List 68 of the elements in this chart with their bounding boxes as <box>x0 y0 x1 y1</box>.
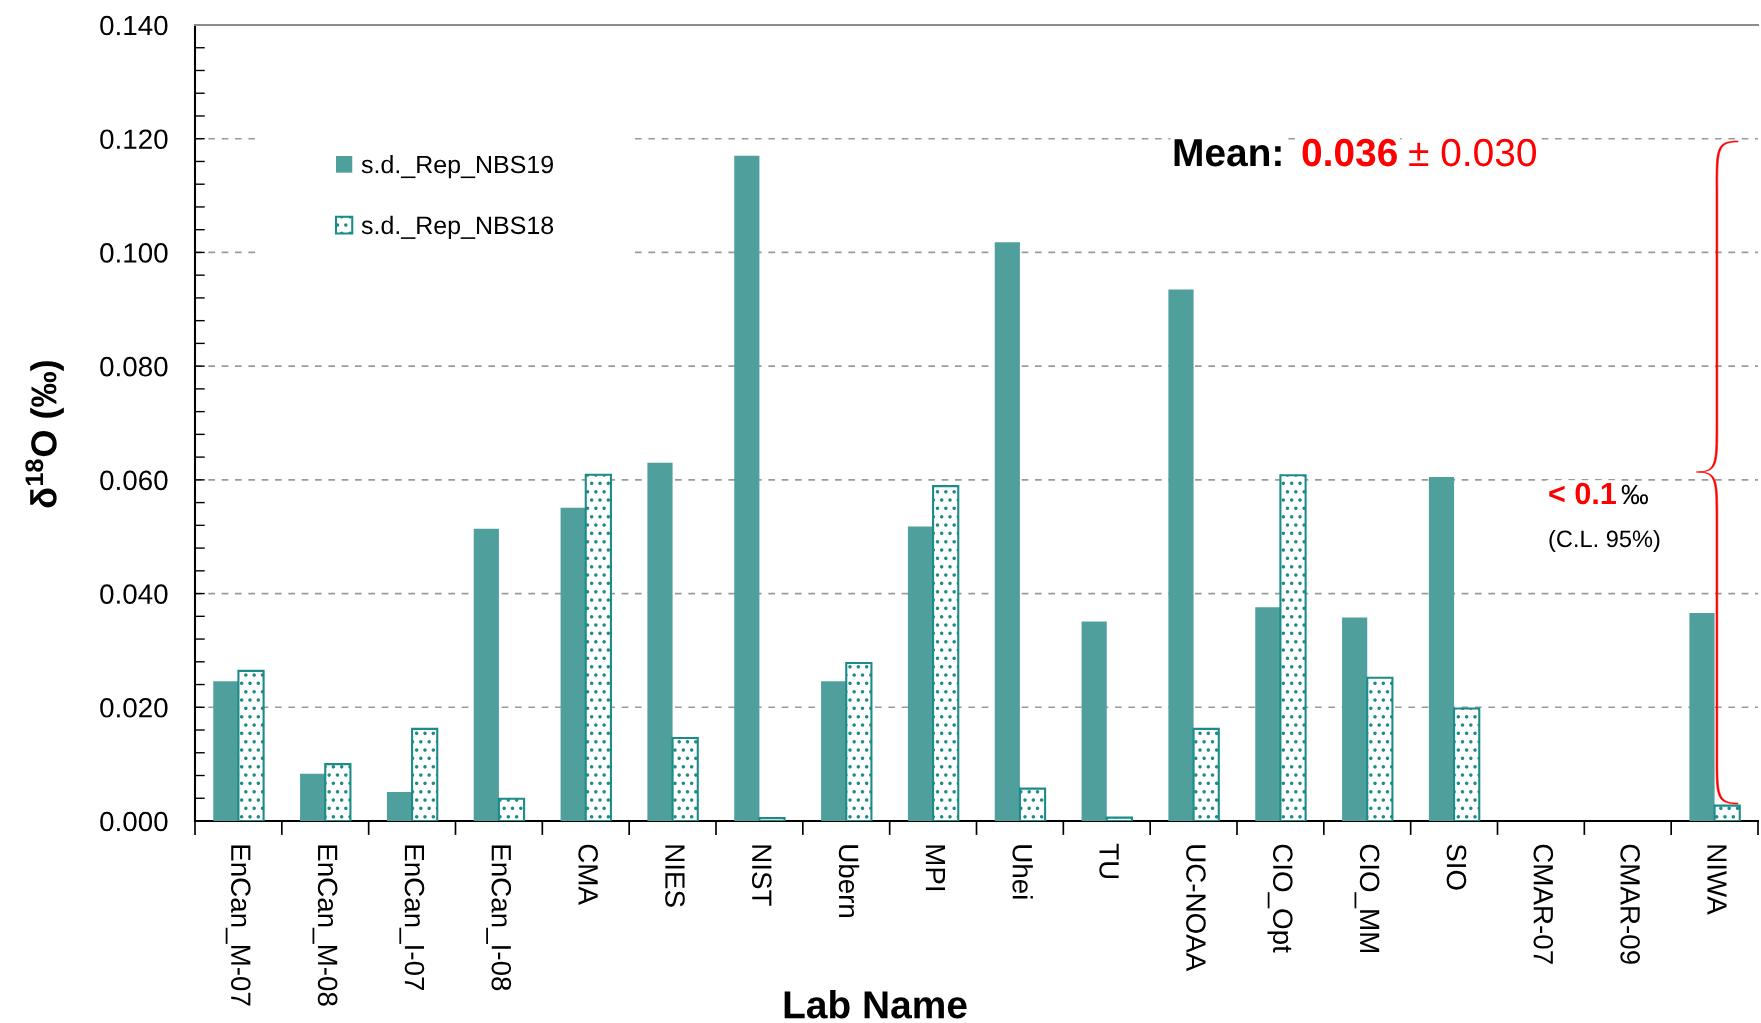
x-tick-label: CMAR-09 <box>1620 844 1640 964</box>
bar <box>734 155 760 821</box>
x-tick-label: SIO <box>1446 844 1467 890</box>
y-tick-label: 0.080 <box>100 356 168 377</box>
y-tick-label: 0.140 <box>100 15 168 36</box>
bar <box>845 661 873 821</box>
bar <box>647 462 673 821</box>
legend-label: s.d._Rep_NBS19 <box>361 155 553 179</box>
x-tick-label: NIST <box>751 845 772 906</box>
x-tick-label: TU <box>1099 843 1119 879</box>
bar <box>386 792 413 821</box>
annotation: ± 0.030 <box>1409 138 1536 167</box>
bar <box>497 797 526 821</box>
bar <box>671 736 699 821</box>
bar <box>758 817 786 821</box>
bar <box>1192 727 1220 821</box>
x-tick-label: MPI <box>925 845 946 891</box>
bar <box>821 681 847 821</box>
bar <box>1689 612 1715 821</box>
x-axis-title: Lab Name <box>784 990 967 1019</box>
bar <box>237 669 265 821</box>
bar <box>473 528 499 821</box>
bar <box>411 727 439 821</box>
x-tick-label: UC-NOAA <box>1186 845 1206 972</box>
bar <box>1081 621 1107 821</box>
annotation: 0.036 <box>1302 138 1397 167</box>
legend-label: s.d._Rep_NBS18 <box>361 215 554 240</box>
y-tick-label: 0.100 <box>100 243 168 263</box>
x-tick-label: Uhei <box>1012 845 1033 899</box>
y-tick-label: 0.040 <box>100 584 168 604</box>
y-tick-label: 0.000 <box>100 811 168 832</box>
bar <box>560 507 586 821</box>
bar <box>907 526 934 821</box>
annotation: Mean: <box>1174 139 1281 167</box>
y-tick-label: 0.060 <box>100 470 168 491</box>
x-tick-label: EnCan_M-07 <box>225 845 251 1006</box>
bar <box>1018 787 1047 821</box>
x-tick-label: Ubern <box>838 845 860 918</box>
x-tick-label: EnCan_I-07 <box>399 845 425 991</box>
bar <box>994 242 1020 821</box>
x-tick-label: EnCan_M-08 <box>312 845 338 1006</box>
bar <box>1366 676 1394 821</box>
y-tick-label: 0.120 <box>100 129 168 150</box>
bar <box>324 763 352 821</box>
x-tick-label: CIO_MM <box>1354 844 1380 953</box>
bar <box>584 473 612 821</box>
y-tick-label: 0.020 <box>100 697 168 718</box>
bar <box>1428 477 1455 821</box>
bar <box>213 681 239 821</box>
bar <box>1342 617 1368 821</box>
bar <box>300 773 326 821</box>
bar <box>1713 804 1741 821</box>
bar <box>1168 289 1194 821</box>
bar <box>1105 816 1133 821</box>
annotation: (C.L. 95%) <box>1549 529 1660 552</box>
annotation: < 0.1 <box>1549 482 1616 505</box>
y-axis-title: δ$^{18}$O (‰) <box>25 361 64 508</box>
x-tick-label: CMA <box>578 844 598 905</box>
x-tick-label: CIO_Opt <box>1267 844 1293 953</box>
bar <box>932 485 960 821</box>
bar <box>1279 474 1307 821</box>
annotation: ‰ <box>1621 484 1648 505</box>
x-tick-label: EnCan_I-08 <box>486 845 512 991</box>
x-tick-label: CMAR-07 <box>1533 844 1554 964</box>
x-tick-label: NIES <box>665 845 685 907</box>
bar <box>1453 707 1481 821</box>
bar <box>1255 607 1281 821</box>
x-tick-label: NIWA <box>1707 845 1727 915</box>
